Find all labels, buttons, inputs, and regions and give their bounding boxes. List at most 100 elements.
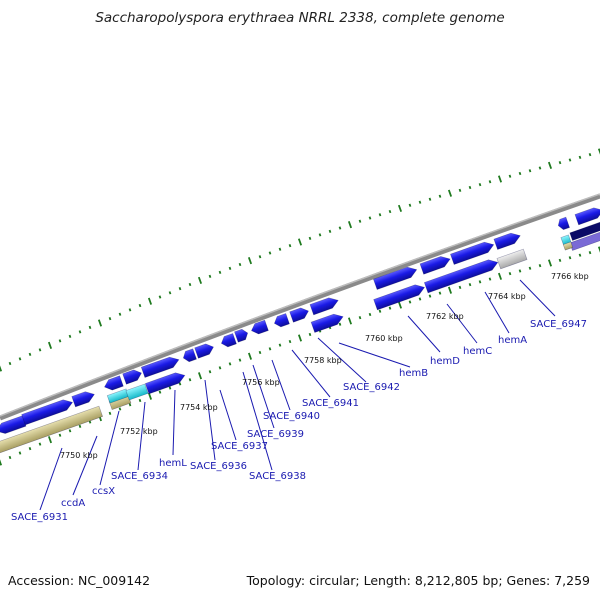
minor-tick <box>578 155 582 159</box>
minor-tick <box>138 398 142 403</box>
gene-label-sace-6947[interactable]: SACE_6947 <box>530 319 587 330</box>
inner-tick-ring <box>0 246 600 466</box>
scale-label: 7762 kbp <box>426 312 464 321</box>
minor-tick <box>288 244 292 248</box>
minor-tick <box>408 203 412 207</box>
gene-label-sace-6934[interactable]: SACE_6934 <box>111 471 168 482</box>
gene-label-sace-6936[interactable]: SACE_6936 <box>190 461 247 472</box>
minor-tick <box>118 312 122 316</box>
minor-tick <box>378 213 382 217</box>
major-tick <box>447 286 453 294</box>
gene-arrow <box>140 356 180 378</box>
leader-line <box>446 303 478 344</box>
minor-tick <box>308 236 312 241</box>
minor-tick <box>538 264 542 268</box>
major-tick <box>247 352 253 360</box>
gene-arrow <box>569 229 600 251</box>
major-tick <box>47 436 53 444</box>
gene-label-sace-6942[interactable]: SACE_6942 <box>343 382 400 393</box>
minor-tick <box>558 258 562 263</box>
genome-backbone-highlight <box>0 193 600 417</box>
major-tick <box>347 317 353 325</box>
leader-line <box>291 349 331 398</box>
minor-tick <box>518 269 522 273</box>
minor-tick <box>508 272 512 276</box>
major-tick <box>97 319 103 327</box>
gene-arrow <box>182 348 197 363</box>
minor-tick <box>268 347 272 351</box>
leader-line <box>317 337 367 383</box>
gene-label-ccsx[interactable]: ccsX <box>92 486 115 497</box>
gene-arrow <box>569 219 600 241</box>
scale-labels: 7750 kbp 7752 kbp 7754 kbp 7756 kbp 7758… <box>60 272 589 460</box>
gene-arrow <box>574 207 600 226</box>
minor-tick <box>278 247 282 251</box>
minor-tick <box>358 316 362 320</box>
minor-tick <box>178 382 182 386</box>
minor-tick <box>88 420 92 424</box>
minor-tick <box>128 403 132 407</box>
gene-label-sace-6940[interactable]: SACE_6940 <box>263 411 320 422</box>
minor-tick <box>368 216 372 220</box>
gene-label-hemb[interactable]: hemB <box>399 368 428 379</box>
scale-label: 7752 kbp <box>120 427 158 436</box>
scale-label: 7758 kbp <box>304 356 342 365</box>
major-tick <box>147 392 153 400</box>
minor-tick <box>38 442 42 446</box>
minor-tick <box>308 332 312 337</box>
minor-tick <box>38 348 42 352</box>
gene-label-hemd[interactable]: hemD <box>430 356 460 367</box>
minor-tick <box>28 446 32 451</box>
scale-label: 7756 kbp <box>242 378 280 387</box>
gene-label-sace-6937[interactable]: SACE_6937 <box>211 441 268 452</box>
leader-line <box>407 315 441 353</box>
gene-arrow <box>21 399 74 426</box>
gene-label-hemc[interactable]: hemC <box>463 346 492 357</box>
gene-arrow <box>194 343 214 359</box>
scale-label: 7760 kbp <box>365 334 403 343</box>
minor-tick <box>388 209 392 214</box>
major-tick <box>197 276 203 285</box>
leader-line <box>137 401 146 471</box>
minor-tick <box>408 300 412 304</box>
major-tick <box>397 204 403 213</box>
minor-tick <box>58 339 62 343</box>
minor-tick <box>78 330 82 334</box>
gene-label-sace-6939[interactable]: SACE_6939 <box>247 429 304 440</box>
gene-label-sace-6931[interactable]: SACE_6931 <box>11 512 68 523</box>
leader-line <box>484 291 510 334</box>
minor-tick <box>568 158 572 162</box>
minor-tick <box>168 291 172 295</box>
gene-label-hema[interactable]: hemA <box>498 335 527 346</box>
gene-arrow <box>71 391 95 408</box>
minor-tick <box>238 358 242 362</box>
major-tick <box>547 161 553 169</box>
minor-tick <box>288 339 292 344</box>
minor-tick <box>338 226 342 230</box>
minor-tick <box>458 188 462 192</box>
major-tick <box>197 372 203 380</box>
gene-arrow <box>251 319 269 335</box>
minor-tick <box>428 197 432 201</box>
gene-arrow <box>144 372 186 395</box>
genome-summary-text: Topology: circular; Length: 8,212,805 bp… <box>246 573 590 588</box>
genome-backbone <box>0 193 600 421</box>
minor-tick <box>358 219 362 223</box>
gene-label-heml[interactable]: hemL <box>159 458 187 469</box>
minor-tick <box>68 429 72 433</box>
leader-line <box>99 410 120 486</box>
gene-label-ccda[interactable]: ccdA <box>61 498 85 509</box>
minor-tick <box>208 274 212 278</box>
minor-tick <box>78 424 82 429</box>
minor-tick <box>208 370 212 374</box>
minor-tick <box>528 169 532 173</box>
minor-tick <box>478 280 482 284</box>
minor-tick <box>28 352 32 357</box>
minor-tick <box>518 171 522 176</box>
gene-arrow <box>560 234 572 246</box>
gene-label-sace-6941[interactable]: SACE_6941 <box>302 398 359 409</box>
gene-label-sace-6938[interactable]: SACE_6938 <box>249 471 306 482</box>
gene-arrow <box>562 241 574 251</box>
leader-line <box>172 389 176 456</box>
